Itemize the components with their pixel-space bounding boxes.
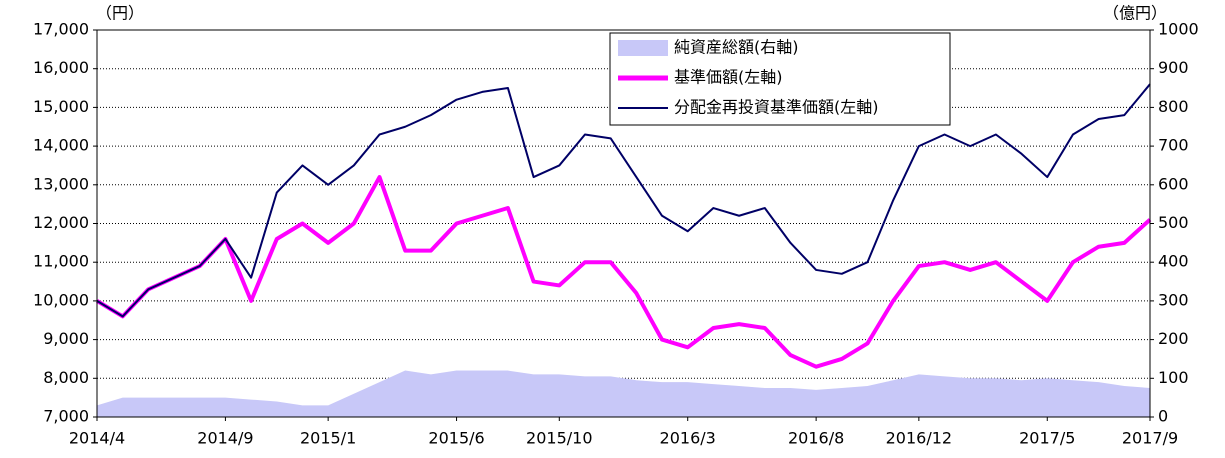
y2-tick-label: 300 [1158, 290, 1189, 309]
y2-tick-label: 1000 [1158, 20, 1199, 39]
legend-label: 基準価額(左軸) [674, 68, 783, 87]
y2-tick-label: 100 [1158, 368, 1189, 387]
x-tick-label: 2015/1 [300, 429, 356, 448]
y2-tick-label: 600 [1158, 174, 1189, 193]
legend-swatch [618, 40, 668, 56]
x-tick-label: 2014/9 [197, 429, 253, 448]
y-tick-label: 16,000 [33, 58, 89, 77]
x-tick-label: 2016/8 [788, 429, 844, 448]
y-tick-label: 17,000 [33, 20, 89, 39]
y-tick-label: 9,000 [43, 329, 89, 348]
y2-tick-label: 700 [1158, 136, 1189, 155]
x-tick-label: 2017/5 [1019, 429, 1075, 448]
y-tick-label: 12,000 [33, 213, 89, 232]
x-tick-label: 2014/4 [69, 429, 125, 448]
y2-tick-label: 500 [1158, 213, 1189, 232]
y-tick-label: 8,000 [43, 368, 89, 387]
y2-tick-label: 800 [1158, 97, 1189, 116]
y2-tick-label: 400 [1158, 252, 1189, 271]
x-tick-label: 2015/10 [526, 429, 592, 448]
y-tick-label: 7,000 [43, 407, 89, 426]
y-tick-label: 14,000 [33, 136, 89, 155]
y2-tick-label: 0 [1158, 407, 1168, 426]
x-tick-label: 2017/9 [1122, 429, 1178, 448]
y-tick-label: 13,000 [33, 174, 89, 193]
x-tick-label: 2016/3 [660, 429, 716, 448]
y-tick-label: 10,000 [33, 290, 89, 309]
area [97, 370, 1150, 417]
line [96, 83, 1151, 318]
y2-tick-label: 200 [1158, 329, 1189, 348]
y2-tick-label: 900 [1158, 58, 1189, 77]
legend-label: 分配金再投資基準価額(左軸) [674, 98, 879, 117]
y-tick-label: 11,000 [33, 252, 89, 271]
legend-label: 純資産総額(右軸) [674, 38, 799, 57]
plot-border [96, 29, 1151, 418]
y-tick-label: 15,000 [33, 97, 89, 116]
line [95, 175, 1152, 369]
x-tick-label: 2015/6 [428, 429, 484, 448]
x-tick-label: 2016/12 [886, 429, 952, 448]
y2-axis-label: （億円） [1103, 4, 1167, 23]
y-axis-label: （円） [96, 4, 144, 23]
